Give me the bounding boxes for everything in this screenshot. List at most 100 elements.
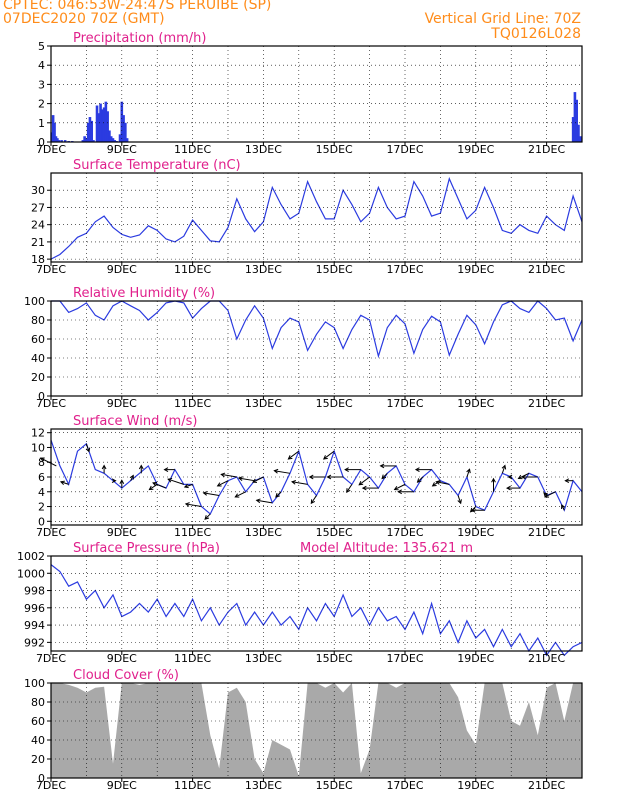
cloud-title: Cloud Cover (%) [73,668,179,683]
precip-xtick-label: 19DEC [457,143,494,156]
pres-subtitle: Model Altitude: 135.621 m [300,541,473,556]
pres-xtick-label: 11DEC [174,652,211,665]
wind-arrow-head [275,492,280,498]
wind-arrow-shaft [238,477,255,482]
precip-bar [57,140,61,142]
wind-ytick-label: 10 [31,441,45,454]
temp-xtick-label: 15DEC [316,263,353,276]
wind-arrow-shaft [544,491,556,498]
cloud-xtick-label: 7DEC [36,779,66,792]
precip-xtick-label: 21DEC [528,143,565,156]
wind-arrow-shaft [501,465,506,474]
wind-arrow-shaft [203,492,220,496]
precip-bar [63,140,67,142]
wind-arrow-shaft [252,476,264,483]
precip-bar [118,134,122,142]
wind-arrow-head [148,485,154,491]
precip-bar [92,140,95,142]
wind-arrow-head [416,478,422,483]
wind-arrow-head [466,468,471,474]
pres-ytick-label: 1002 [17,550,45,563]
temp-xtick-label: 21DEC [528,263,565,276]
wind-ytick-label: 4 [38,486,45,499]
precip-ytick-label: 0 [38,136,45,149]
cloud-xtick-label: 21DEC [528,779,565,792]
wind-arrow-head [564,478,570,484]
precip-bar [573,92,577,142]
rh-xtick-label: 21DEC [528,397,565,410]
precip-bar [577,124,580,142]
rh-xtick-label: 19DEC [457,397,494,410]
temp-series-line [50,176,583,260]
wind-arrow-shaft [358,476,370,486]
rh-ytick-label: 0 [38,390,45,403]
wind-arrow-head [273,468,279,474]
wind-arrow-shaft [217,480,229,487]
rh-ytick-label: 100 [24,295,45,308]
wind-xtick-label: 17DEC [386,526,423,539]
wind-arrow-head [184,502,190,507]
precip-ytick-label: 2 [38,98,45,111]
wind-arrow-head [310,499,316,505]
precip-bar [106,111,109,142]
cloud-xtick-label: 13DEC [245,779,282,792]
wind-arrow-shaft [466,469,471,478]
wind-arrow-shaft [436,481,450,485]
wind-arrow-head [234,493,240,498]
cloud-xtick-label: 15DEC [316,779,353,792]
wind-arrow-shaft [291,481,308,485]
wind-arrow-head [501,464,507,470]
wind-xtick-label: 11DEC [174,526,211,539]
precip-bar [99,103,102,142]
wind-arrow-head [507,474,513,480]
cloud-ytick-label: 100 [24,677,45,690]
precip-bar [56,138,59,142]
pres-frame [50,555,583,652]
wind-arrow-head [308,474,314,480]
pres-xtick-label: 9DEC [107,652,137,665]
temp-panel [47,172,583,266]
wind-arrow-shaft [184,483,193,488]
precip-bar [101,109,104,142]
temp-ytick-label: 30 [31,184,45,197]
precip-bar [85,138,88,142]
temp-xtick-label: 19DEC [457,263,494,276]
rh-ytick-label: 80 [31,314,45,327]
precip-bar [578,136,582,142]
wind-title: Surface Wind (m/s) [73,414,197,429]
cloud-panel [47,682,583,782]
precip-bar [122,115,125,142]
precip-bar [53,122,56,142]
cloud-ytick-label: 40 [31,734,45,747]
rh-xtick-label: 11DEC [174,397,211,410]
precip-xtick-label: 9DEC [107,143,137,156]
pres-xtick-label: 21DEC [528,652,565,665]
wind-arrow-head [506,485,511,491]
precip-xtick-label: 7DEC [36,143,66,156]
precip-bar [95,105,99,142]
wind-arrow-head [393,486,399,491]
rh-series-line [51,300,583,359]
wind-arrow-shaft [457,495,462,504]
precip-xtick-label: 13DEC [245,143,282,156]
wind-xtick-label: 7DEC [36,526,66,539]
temp-title: Surface Temperature (nC) [73,158,241,173]
precip-ytick-label: 1 [38,117,45,130]
wind-arrow-head [85,447,91,453]
temp-xtick-label: 11DEC [174,263,211,276]
header-model-code: TQ0126L028 [491,26,581,42]
temp-xtick-label: 9DEC [107,263,137,276]
precip-ytick-label: 3 [38,78,45,91]
wind-arrow-shaft [256,499,273,504]
precip-bar [113,140,117,142]
pres-xtick-label: 17DEC [386,652,423,665]
wind-ytick-label: 6 [38,471,45,484]
wind-arrow-shaft [274,470,291,474]
wind-arrow-head [237,476,243,481]
temp-ytick-label: 27 [31,201,45,214]
wind-arrow-head [491,477,496,483]
wind-arrow-head [322,455,328,460]
pres-ytick-label: 1000 [17,567,45,580]
wind-ytick-label: 12 [31,427,45,440]
rh-ytick-label: 20 [31,371,45,384]
